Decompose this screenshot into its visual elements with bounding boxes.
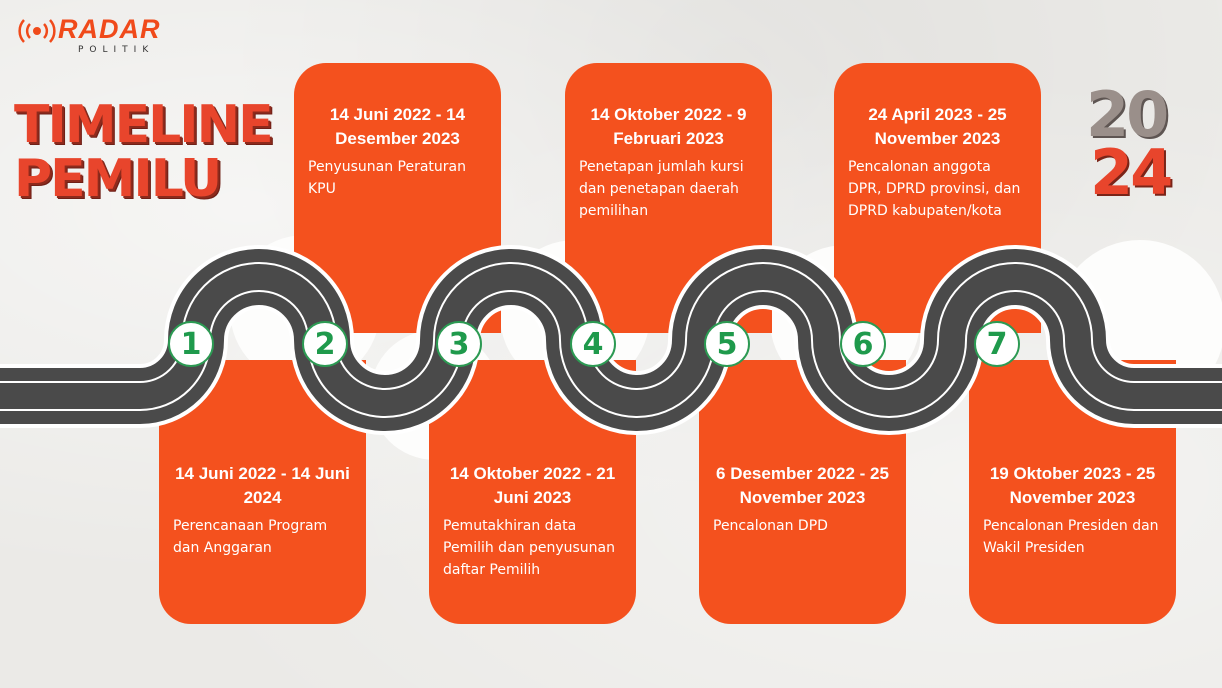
- step-number-7: 7: [974, 321, 1020, 367]
- card-description: Penyusunan Peraturan KPU: [308, 159, 466, 197]
- step-number-5: 5: [704, 321, 750, 367]
- card-date: 14 Oktober 2022 - 9 Februari 2023: [590, 105, 747, 148]
- card-date: 14 Juni 2022 - 14 Juni 2024: [175, 464, 350, 507]
- step-number-3: 3: [436, 321, 482, 367]
- radar-icon: [18, 19, 56, 43]
- card-date: 24 April 2023 - 25 November 2023: [868, 105, 1007, 148]
- card-date: 14 Juni 2022 - 14 Desember 2023: [329, 105, 466, 148]
- title-line-2: PEMILU: [14, 149, 222, 209]
- title-line-1: TIMELINE: [14, 95, 274, 155]
- logo-subtitle: POLITIK: [78, 45, 155, 55]
- page-title: TIMELINE PEMILU: [14, 95, 274, 209]
- card-description: Perencanaan Program dan Anggaran: [173, 518, 328, 556]
- step-number-2: 2: [302, 321, 348, 367]
- card-date: 6 Desember 2022 - 25 November 2023: [716, 464, 889, 507]
- card-date: 19 Oktober 2023 - 25 November 2023: [989, 464, 1156, 507]
- card-description: Pemutakhiran data Pemilih dan penyusunan…: [443, 518, 615, 578]
- card-description: Pencalonan anggota DPR, DPRD provinsi, d…: [848, 159, 1021, 219]
- logo-wordmark: RADAR: [58, 14, 161, 44]
- step-number-1: 1: [168, 321, 214, 367]
- step-number-4: 4: [570, 321, 616, 367]
- card-description: Penetapan jumlah kursi dan penetapan dae…: [579, 159, 744, 219]
- year-part-1: 20: [1086, 78, 1169, 151]
- year-part-2: 24: [1090, 136, 1173, 209]
- card-description: Pencalonan DPD: [713, 518, 828, 534]
- step-number-6: 6: [840, 321, 886, 367]
- year-badge: 20 24: [1086, 78, 1173, 209]
- card-date: 14 Oktober 2022 - 21 Juni 2023: [449, 464, 616, 507]
- card-description: Pencalonan Presiden dan Wakil Presiden: [983, 518, 1159, 556]
- timeline-card-7: 19 Oktober 2023 - 25 November 2023 Penca…: [969, 360, 1176, 624]
